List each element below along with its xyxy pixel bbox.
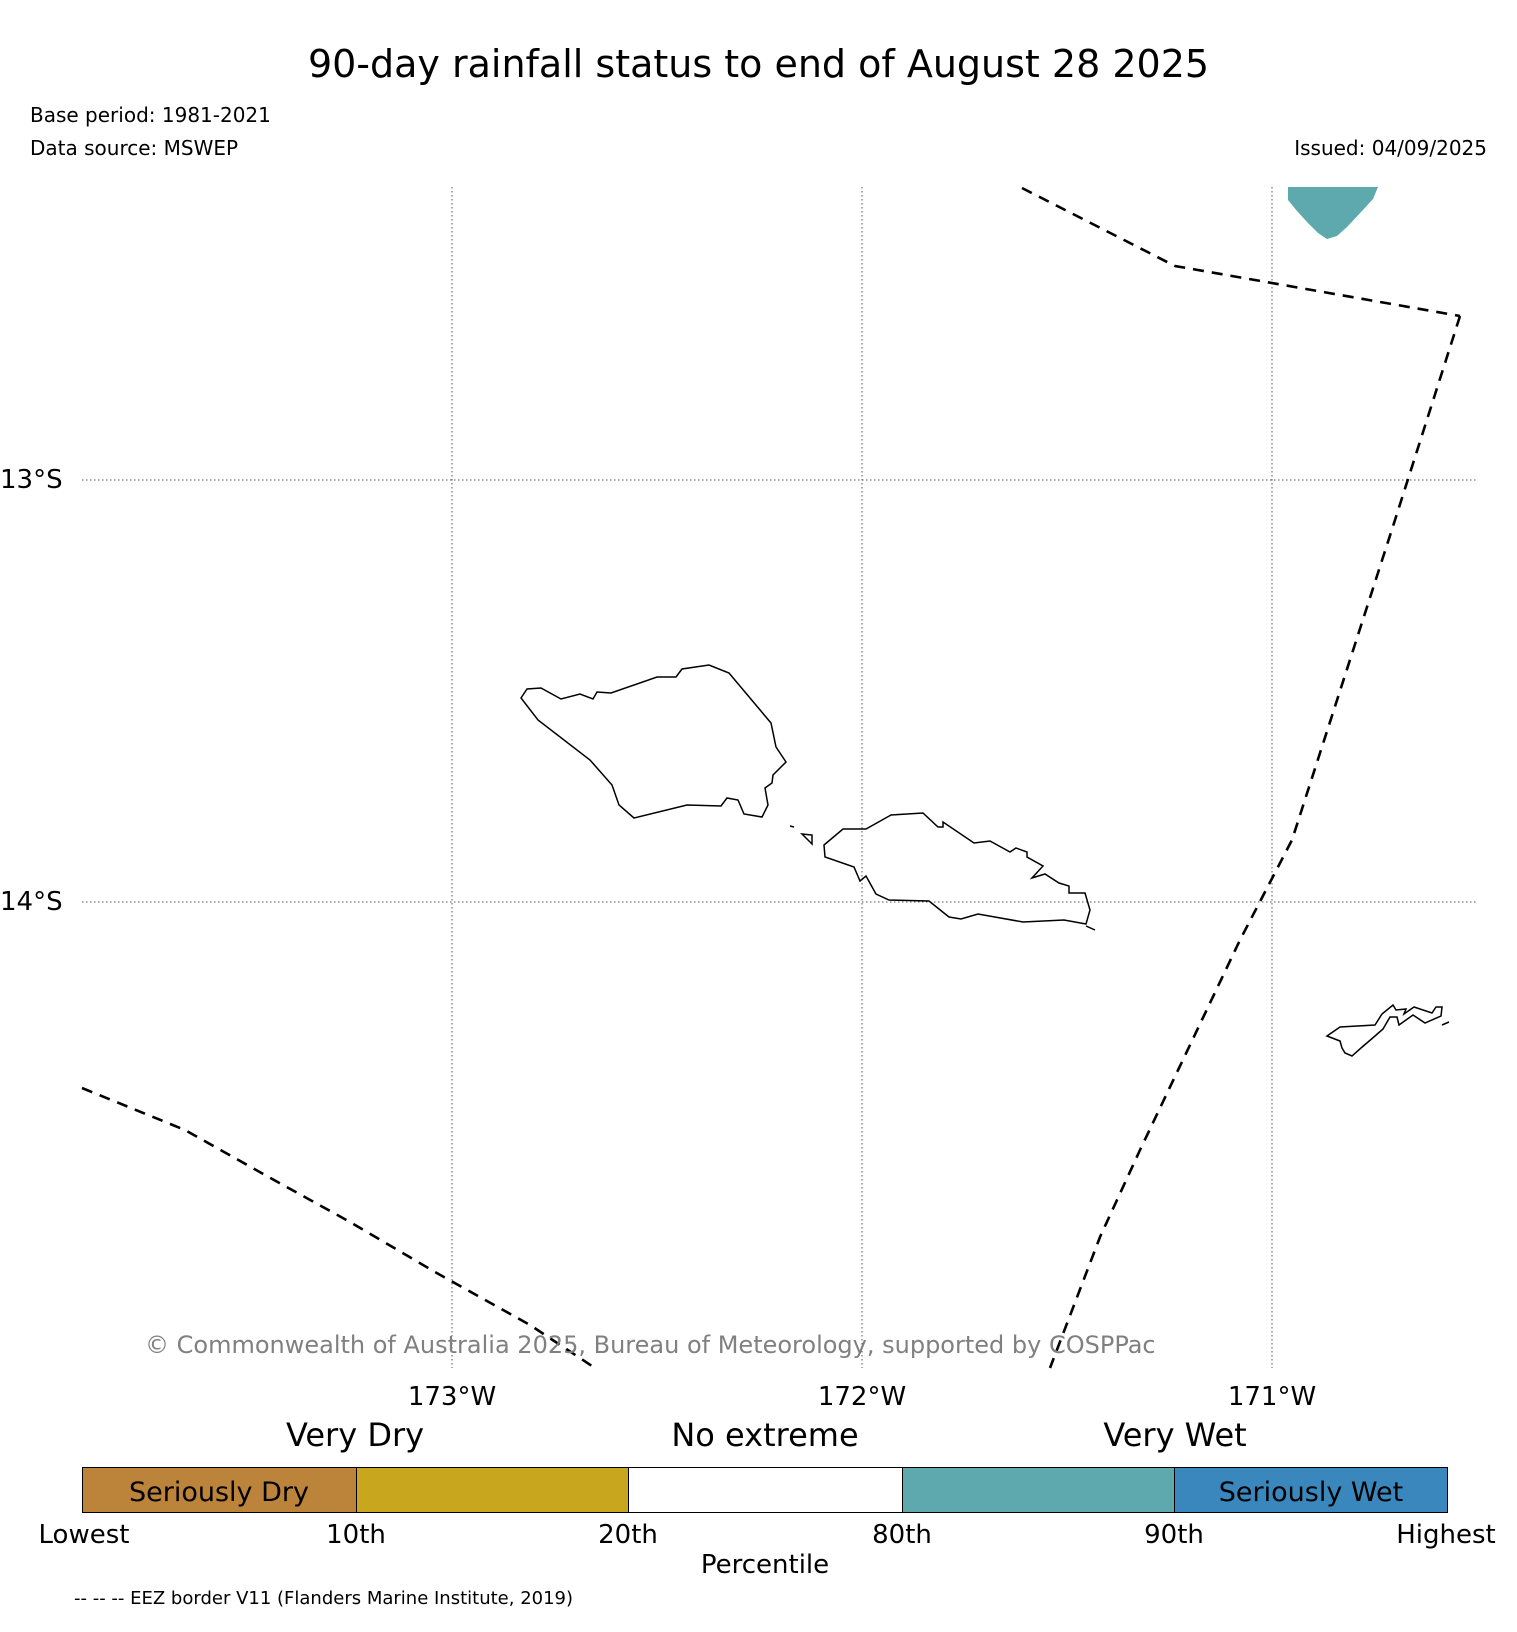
map-title: 90-day rainfall status to end of August … (307, 42, 1210, 86)
legend-divider (1174, 1467, 1175, 1513)
eez-borders (81, 186, 1462, 1370)
legend-tick-10th: 10th (326, 1520, 386, 1550)
graticule (82, 187, 1477, 1368)
legend-tick-80th: 80th (872, 1520, 932, 1550)
manono-islet-outline (799, 833, 813, 846)
eez-border-southwest (81, 1086, 596, 1370)
coastlines (520, 664, 1450, 1057)
eez-border-note: -- -- -- EEZ border V11 (Flanders Marine… (74, 1588, 574, 1609)
legend-divider (628, 1467, 629, 1513)
issued-date-text: Issued: 04/09/2025 (1294, 136, 1487, 160)
apolima-islet-outline (789, 825, 795, 828)
tutuila-east-tip (1441, 1021, 1450, 1026)
legend-axis-label: Percentile (700, 1550, 830, 1580)
legend-category-very-dry: Very Dry (285, 1416, 425, 1454)
eez-border-east (1048, 315, 1462, 1369)
legend-segment-seriously-wet (1174, 1467, 1448, 1513)
base-period-text: Base period: 1981-2021 (30, 103, 271, 127)
legend-label-seriously-wet: Seriously Wet (1218, 1477, 1404, 1508)
legend-label-seriously-dry: Seriously Dry (129, 1477, 309, 1508)
lat-label-14s: 14°S (0, 887, 63, 917)
legend-segment-seriously-dry (82, 1467, 356, 1513)
legend-tick-highest: Highest (1396, 1520, 1496, 1550)
legend-segment-dry (356, 1467, 628, 1513)
legend-divider (902, 1467, 903, 1513)
savaii-island-outline (520, 664, 787, 819)
legend-tick-90th: 90th (1144, 1520, 1204, 1550)
legend-segment-wet (902, 1467, 1174, 1513)
copyright-notice: © Commonwealth of Australia 2025, Bureau… (145, 1331, 1156, 1359)
legend-bar-frame (82, 1467, 1448, 1513)
data-source-text: Data source: MSWEP (30, 136, 239, 160)
legend-category-no-extreme: No extreme (671, 1416, 859, 1454)
eez-border-north (1021, 186, 1461, 318)
tutuila-island-outline (1325, 1003, 1443, 1057)
legend-divider (356, 1467, 357, 1513)
legend-tick-20th: 20th (598, 1520, 658, 1550)
very-wet-region (1288, 187, 1378, 239)
legend-category-very-wet: Very Wet (1103, 1416, 1247, 1454)
lon-label-172w: 172°W (818, 1382, 906, 1412)
lon-label-173w: 173°W (408, 1382, 496, 1412)
upolu-east-tip (1085, 925, 1096, 931)
lon-label-171w: 171°W (1228, 1382, 1316, 1412)
legend-segment-no-extreme (628, 1467, 902, 1513)
legend-tick-lowest: Lowest (38, 1520, 130, 1550)
lat-label-13s: 13°S (0, 465, 63, 495)
upolu-island-outline (823, 812, 1091, 925)
